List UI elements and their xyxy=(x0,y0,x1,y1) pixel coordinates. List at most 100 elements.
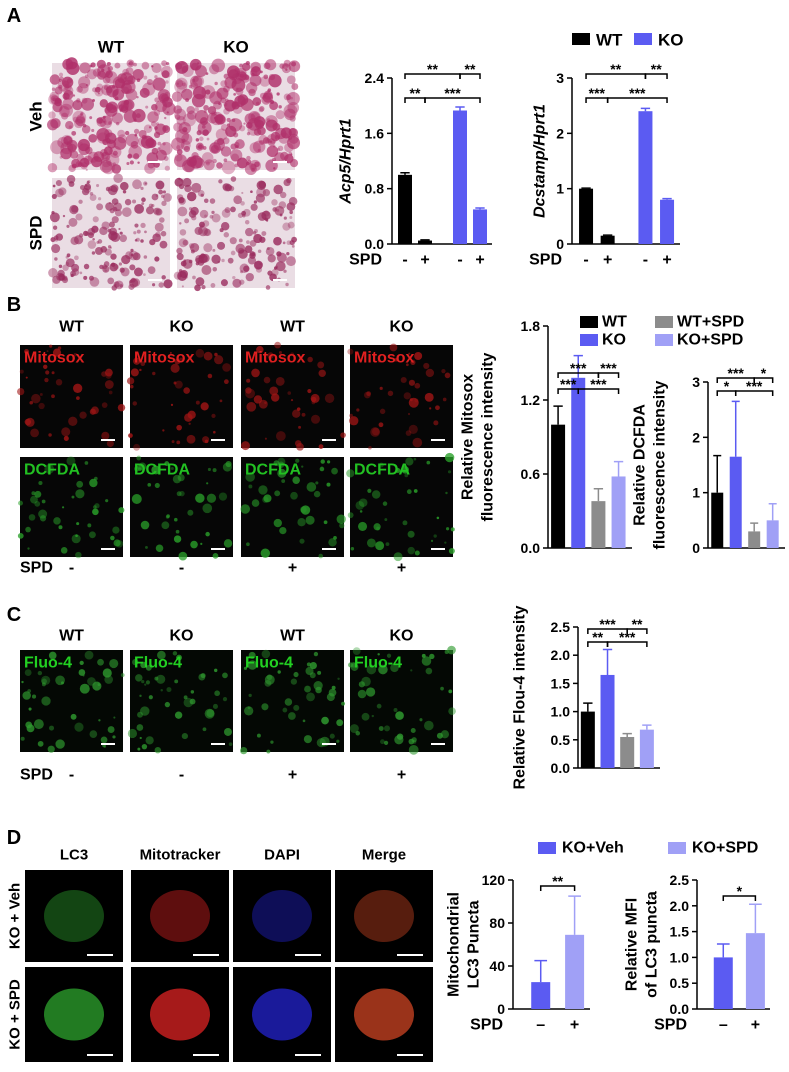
image-texture xyxy=(402,520,408,526)
image-texture xyxy=(286,240,292,246)
image-texture xyxy=(224,207,231,214)
image-texture xyxy=(155,180,165,190)
image-texture xyxy=(41,682,46,687)
image-texture xyxy=(260,548,271,558)
image-texture xyxy=(201,285,206,290)
image-texture xyxy=(97,132,109,144)
image-texture xyxy=(341,701,346,706)
significance-label: ** xyxy=(410,85,421,101)
image-texture xyxy=(241,191,244,195)
image-texture xyxy=(293,704,300,711)
image-texture xyxy=(204,214,207,218)
image-texture xyxy=(283,178,291,187)
image-texture xyxy=(106,84,119,98)
image-texture xyxy=(370,427,380,437)
image-texture xyxy=(108,121,112,125)
image-texture xyxy=(219,399,223,403)
image-texture xyxy=(378,664,388,675)
image-texture xyxy=(107,726,115,734)
image-texture xyxy=(83,263,90,270)
image-texture xyxy=(151,203,155,208)
significance-bracket xyxy=(734,390,774,396)
image-texture xyxy=(102,115,113,126)
image-texture xyxy=(140,520,150,530)
image-texture xyxy=(182,126,188,133)
image-texture xyxy=(106,440,114,448)
image-texture xyxy=(440,730,450,739)
significance-label: *** xyxy=(629,85,646,101)
image-texture xyxy=(305,515,315,525)
image-texture xyxy=(376,526,380,531)
image-texture xyxy=(206,493,217,503)
image-texture xyxy=(284,108,296,121)
image-texture xyxy=(22,691,31,700)
image-texture xyxy=(72,94,76,97)
image-texture xyxy=(195,348,205,358)
image-texture xyxy=(277,670,281,674)
significance-label: *** xyxy=(600,360,617,376)
legend-label: KO xyxy=(658,31,684,50)
x-axis-label: SPD xyxy=(349,252,382,269)
image-texture xyxy=(134,203,144,214)
image-texture xyxy=(87,240,97,249)
row-label: Veh xyxy=(27,101,46,131)
bar xyxy=(418,240,432,244)
image-texture xyxy=(195,400,200,405)
image-texture xyxy=(281,63,292,74)
panel-letter: B xyxy=(7,294,21,316)
stain-label: Mitosox xyxy=(245,350,306,367)
significance-label: *** xyxy=(590,376,607,392)
image-texture xyxy=(142,82,156,96)
image-texture xyxy=(349,416,359,426)
image-texture xyxy=(411,737,417,743)
image-texture xyxy=(448,548,455,555)
image-texture xyxy=(173,154,188,168)
image-texture xyxy=(70,270,76,277)
image-texture xyxy=(110,535,115,541)
y-tick-label: 1.8 xyxy=(521,318,541,334)
image-texture xyxy=(395,467,401,473)
image-texture xyxy=(140,239,144,243)
image-texture xyxy=(262,92,274,103)
image-texture xyxy=(429,653,435,660)
image-texture xyxy=(176,247,183,255)
image-texture xyxy=(140,222,146,228)
image-texture xyxy=(446,527,450,531)
image-texture xyxy=(203,243,213,253)
image-texture xyxy=(118,227,121,231)
image-texture xyxy=(257,212,267,221)
image-texture xyxy=(361,712,370,721)
image-texture xyxy=(38,480,43,486)
x-tick-label: + xyxy=(420,252,429,269)
y-tick-label: 0 xyxy=(556,236,564,252)
image-texture xyxy=(245,387,252,394)
image-texture xyxy=(336,719,344,727)
image-texture xyxy=(136,724,144,731)
image-texture xyxy=(214,690,220,697)
image-texture xyxy=(143,255,148,259)
image-texture xyxy=(154,222,164,232)
image-texture xyxy=(278,351,282,355)
image-texture xyxy=(318,369,326,377)
image-texture xyxy=(48,268,58,278)
significance-bracket xyxy=(424,97,481,103)
image-texture xyxy=(379,462,384,468)
image-texture xyxy=(268,74,282,88)
image-texture xyxy=(412,437,423,448)
image-texture xyxy=(83,185,92,194)
image-texture xyxy=(189,75,203,89)
x-tick-label: - xyxy=(402,252,407,269)
y-tick-label: 0.0 xyxy=(365,236,385,252)
image-texture xyxy=(440,686,444,691)
image-texture xyxy=(349,724,359,734)
error-bar xyxy=(568,895,581,935)
image-texture xyxy=(285,94,292,101)
image-texture xyxy=(133,153,140,160)
image-texture xyxy=(300,505,311,515)
image-texture xyxy=(99,115,113,129)
image-texture xyxy=(89,277,100,287)
image-texture xyxy=(89,116,93,120)
image-texture xyxy=(243,265,250,272)
image-texture xyxy=(48,111,56,119)
image-texture xyxy=(246,401,257,412)
